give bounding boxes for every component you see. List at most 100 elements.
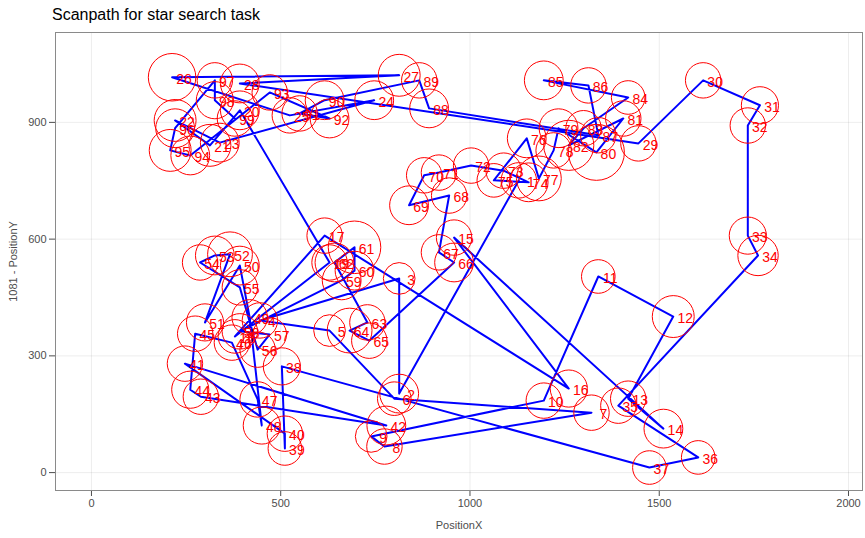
svg-text:40: 40	[289, 427, 305, 443]
svg-text:67: 67	[443, 246, 459, 262]
svg-text:63: 63	[372, 316, 388, 332]
svg-text:5: 5	[338, 324, 346, 340]
svg-text:90: 90	[329, 94, 345, 110]
svg-text:98: 98	[219, 94, 235, 110]
svg-text:74: 74	[532, 175, 549, 192]
svg-text:70: 70	[428, 169, 444, 185]
svg-text:72: 72	[475, 159, 491, 175]
svg-text:49: 49	[253, 310, 270, 327]
svg-text:71: 71	[443, 166, 459, 182]
svg-text:57: 57	[274, 328, 290, 344]
svg-text:95: 95	[174, 144, 190, 160]
svg-text:26: 26	[176, 71, 192, 87]
svg-text:87: 87	[603, 129, 619, 145]
svg-text:76: 76	[531, 132, 547, 148]
svg-text:62: 62	[339, 256, 355, 272]
svg-text:59: 59	[345, 273, 362, 290]
svg-text:58: 58	[244, 325, 260, 341]
svg-text:56: 56	[262, 343, 278, 359]
svg-text:69: 69	[413, 199, 429, 215]
svg-text:66: 66	[458, 256, 474, 272]
svg-text:85: 85	[548, 74, 564, 90]
svg-text:300: 300	[28, 349, 46, 361]
svg-text:54: 54	[204, 256, 220, 272]
svg-text:97: 97	[219, 74, 235, 90]
svg-text:44: 44	[194, 383, 210, 399]
svg-text:52: 52	[234, 248, 250, 264]
svg-text:53: 53	[219, 249, 235, 265]
svg-text:1000: 1000	[458, 497, 482, 509]
svg-text:500: 500	[272, 497, 290, 509]
svg-text:79: 79	[563, 122, 579, 138]
svg-text:37: 37	[654, 461, 670, 477]
svg-text:30: 30	[707, 74, 723, 90]
svg-text:13: 13	[632, 392, 648, 409]
svg-text:36: 36	[702, 451, 718, 467]
svg-text:23: 23	[224, 136, 240, 152]
svg-text:93: 93	[274, 86, 290, 102]
svg-text:1500: 1500	[647, 497, 671, 509]
svg-text:12: 12	[677, 310, 693, 326]
svg-text:51: 51	[209, 316, 225, 332]
svg-text:42: 42	[391, 419, 407, 435]
svg-text:14: 14	[668, 422, 684, 438]
svg-text:35: 35	[623, 399, 639, 415]
svg-text:73: 73	[507, 164, 524, 181]
svg-text:33: 33	[752, 229, 768, 245]
svg-text:21: 21	[214, 138, 230, 155]
svg-text:94: 94	[194, 149, 210, 165]
svg-text:68: 68	[453, 189, 469, 205]
svg-text:32: 32	[752, 119, 768, 135]
svg-text:28: 28	[244, 77, 260, 93]
svg-text:38: 38	[286, 360, 302, 376]
svg-text:7: 7	[600, 406, 608, 422]
svg-text:64: 64	[354, 324, 370, 340]
svg-text:80: 80	[601, 146, 617, 162]
svg-text:3: 3	[407, 272, 415, 288]
svg-text:PositionX: PositionX	[436, 519, 483, 531]
svg-text:9: 9	[379, 430, 387, 446]
svg-text:31: 31	[764, 99, 780, 115]
svg-text:25: 25	[294, 108, 310, 125]
svg-text:47: 47	[262, 393, 278, 409]
svg-text:92: 92	[334, 112, 350, 128]
svg-text:91: 91	[304, 107, 320, 123]
svg-text:24: 24	[378, 94, 394, 110]
svg-text:84: 84	[632, 91, 648, 107]
svg-text:900: 900	[28, 116, 46, 128]
svg-text:0: 0	[88, 497, 94, 509]
svg-text:1081 - PositionY: 1081 - PositionY	[7, 220, 19, 301]
svg-text:96: 96	[179, 122, 195, 138]
svg-text:86: 86	[593, 79, 609, 95]
svg-text:17: 17	[329, 229, 345, 245]
html-text:Scanpath for star search task: Scanpath for star search task	[52, 6, 261, 23]
svg-text:600: 600	[28, 233, 46, 245]
svg-text:29: 29	[643, 137, 659, 153]
svg-text:16: 16	[573, 382, 589, 398]
svg-text:75: 75	[498, 174, 514, 190]
svg-text:89: 89	[423, 74, 439, 90]
svg-text:11: 11	[603, 270, 618, 286]
svg-text:88: 88	[433, 102, 449, 118]
svg-text:99: 99	[239, 112, 255, 128]
svg-text:39: 39	[289, 442, 305, 458]
svg-text:41: 41	[189, 357, 205, 373]
svg-text:82: 82	[573, 139, 589, 155]
svg-text:78: 78	[558, 144, 574, 160]
svg-text:83: 83	[588, 122, 604, 138]
svg-text:15: 15	[458, 231, 474, 247]
svg-text:77: 77	[543, 172, 559, 188]
svg-text:55: 55	[244, 281, 260, 297]
svg-text:0: 0	[40, 466, 46, 478]
svg-text:34: 34	[762, 249, 778, 265]
svg-text:2000: 2000	[836, 497, 860, 509]
svg-text:8: 8	[393, 440, 401, 456]
svg-text:10: 10	[548, 394, 564, 410]
svg-text:48: 48	[266, 419, 282, 435]
svg-text:81: 81	[627, 112, 643, 128]
svg-text:61: 61	[359, 241, 375, 257]
svg-text:27: 27	[403, 69, 419, 85]
svg-text:6: 6	[402, 392, 410, 408]
svg-text:65: 65	[374, 334, 390, 350]
svg-text:60: 60	[359, 264, 375, 280]
